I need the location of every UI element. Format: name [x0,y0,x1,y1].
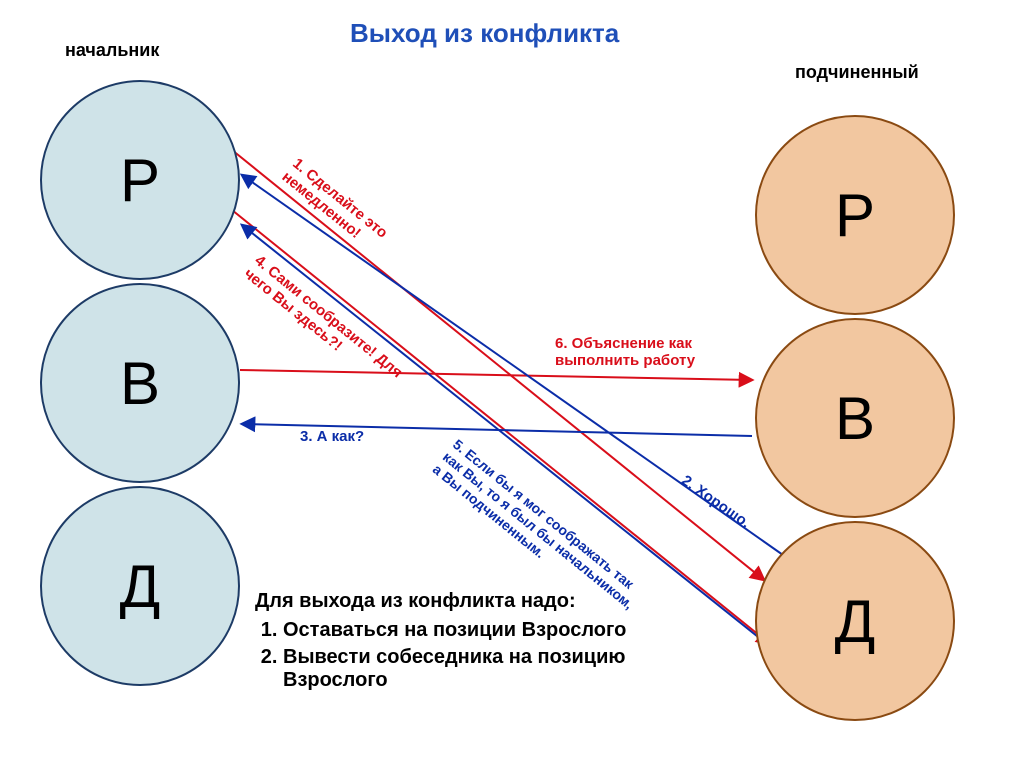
right-circle-В: В [755,318,955,518]
right-role-label: подчиненный [795,62,919,83]
left-circle-letter-В: В [120,349,160,418]
left-circle-Р: Р [40,80,240,280]
diagram-stage: Выход из конфликта начальник подчиненный… [0,0,1024,767]
right-circle-Р: Р [755,115,955,315]
edge-line-e6 [240,370,752,380]
footer-item-1: Оставаться на позиции Взрослого [283,619,626,642]
footer-heading: Для выхода из конфликта надо: [255,590,626,613]
edge-line-e4 [232,210,770,644]
edge-label-e2: 2. Хорошо. [678,472,753,532]
left-circle-letter-Р: Р [120,146,160,215]
edge-label-e4: 4. Сами сообразите! Для чего Вы здесь?! [240,252,405,395]
footer-list: Оставаться на позиции Взрослого Вывести с… [255,619,626,692]
left-circle-Д: Д [40,486,240,686]
edge-label-e3: 3. А как? [300,428,364,445]
right-circle-letter-Р: Р [835,181,875,250]
left-role-label: начальник [65,40,159,61]
edge-label-e6: 6. Объяснение как выполнить работу [555,335,695,370]
right-circle-letter-Д: Д [835,587,876,656]
edge-label-e1: 1. Сделайте это немедленно! [278,155,390,255]
diagram-title: Выход из конфликта [350,18,619,49]
left-circle-letter-Д: Д [120,552,161,621]
footer-block: Для выхода из конфликта надо: Оставаться… [255,590,626,696]
footer-item-2: Вывести собеседника на позицию Взрослого [283,646,626,692]
right-circle-letter-В: В [835,384,875,453]
right-circle-Д: Д [755,521,955,721]
left-circle-В: В [40,283,240,483]
